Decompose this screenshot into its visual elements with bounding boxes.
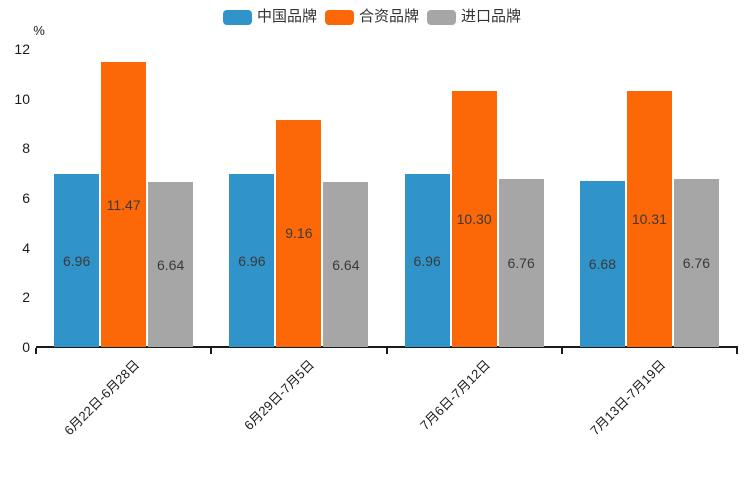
x-axis-label: 6月29日-7月5日 — [241, 357, 318, 434]
bar — [101, 62, 147, 347]
bar-value-label: 6.96 — [413, 252, 441, 269]
bar — [404, 174, 450, 347]
bar — [579, 181, 625, 347]
bar — [54, 174, 100, 347]
legend: 中国品牌 合资品牌 进口品牌 — [0, 8, 744, 26]
legend-item-2[interactable]: 进口品牌 — [427, 8, 521, 26]
y-axis-unit-label: % — [33, 23, 45, 38]
bar-value-label: 10.30 — [456, 211, 492, 228]
bar-value-label: 6.68 — [588, 256, 616, 273]
x-axis-tick — [560, 348, 563, 354]
bar — [148, 182, 194, 347]
x-axis-tick — [210, 348, 213, 354]
bar — [626, 90, 672, 347]
bar-value-label: 6.76 — [682, 255, 710, 272]
x-axis-label: 7月13日-7月19日 — [586, 357, 668, 439]
y-axis-tick-label: 4 — [22, 239, 30, 256]
y-axis-tick-label: 6 — [22, 190, 30, 206]
bar-value-label: 6.96 — [238, 252, 266, 269]
bar-value-label: 9.16 — [285, 225, 313, 242]
legend-item-label: 合资品牌 — [358, 8, 419, 25]
y-axis-tick-label: 10 — [14, 90, 30, 107]
bar — [673, 179, 719, 347]
bar-value-label: 6.64 — [332, 256, 360, 273]
x-axis-label: 6月22日-6月28日 — [61, 357, 143, 439]
y-axis-tick-label: 8 — [22, 140, 30, 157]
bar — [229, 174, 275, 347]
bar-value-label: 6.76 — [507, 255, 535, 272]
legend-item-0[interactable]: 中国品牌 — [222, 8, 317, 26]
bar — [451, 91, 497, 347]
bar-value-label: 11.47 — [106, 196, 141, 213]
bar-value-label: 6.96 — [63, 252, 91, 269]
legend-item-1[interactable]: 合资品牌 — [324, 8, 419, 26]
bar — [323, 182, 369, 347]
legend-swatch-icon — [222, 9, 252, 25]
x-axis-line — [36, 346, 738, 348]
legend-swatch-icon — [324, 9, 354, 25]
bar — [498, 179, 544, 347]
y-axis-tick-label: 12 — [14, 41, 30, 57]
x-axis-tick — [35, 348, 37, 354]
x-axis-tick — [736, 348, 738, 354]
bar-value-label: 10.31 — [631, 210, 667, 227]
bar — [276, 119, 322, 347]
x-axis-label: 7月6日-7月12日 — [416, 357, 493, 434]
legend-swatch-icon — [427, 9, 456, 25]
legend-item-label: 中国品牌 — [256, 8, 317, 25]
legend-item-label: 进口品牌 — [461, 8, 522, 25]
bar-value-label: 6.64 — [157, 256, 185, 273]
y-axis-tick-label: 0 — [22, 339, 30, 355]
y-axis-tick-label: 2 — [22, 289, 30, 306]
x-axis-tick — [385, 348, 388, 354]
